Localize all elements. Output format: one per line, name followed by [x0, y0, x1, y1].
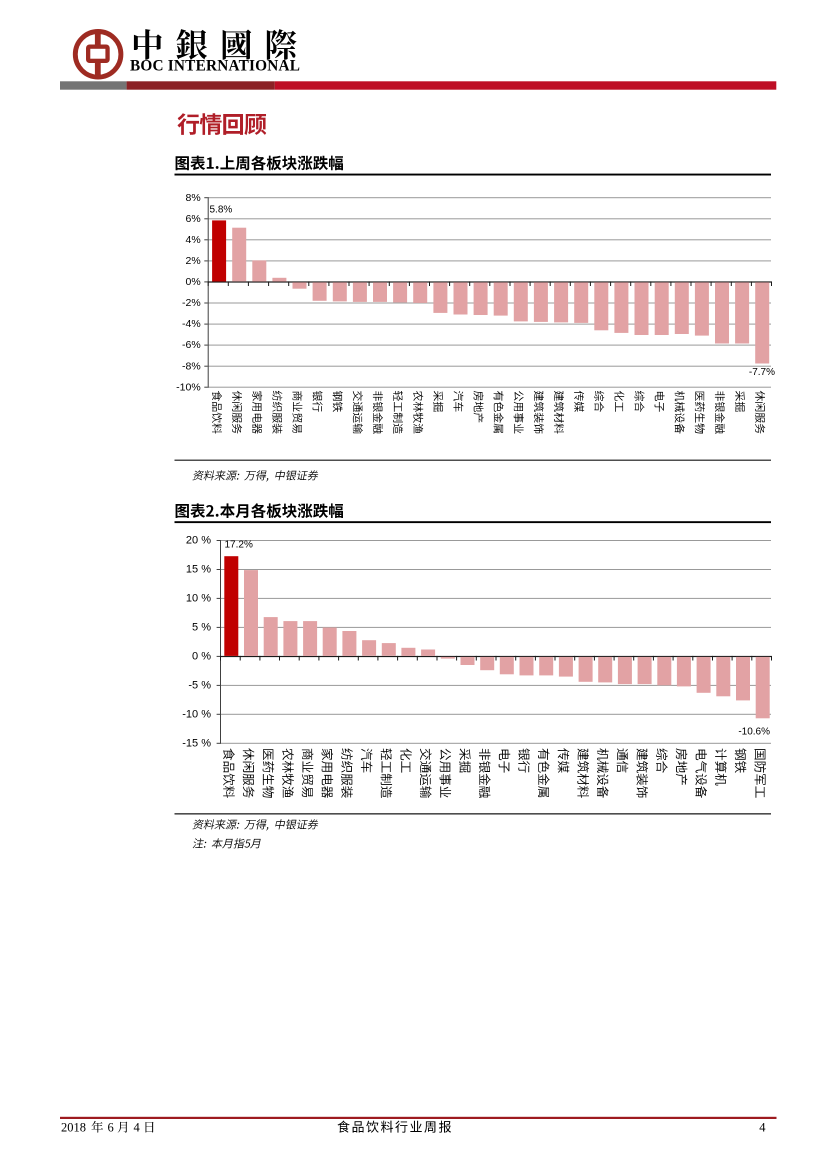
svg-text:2018: 2018 — [61, 1121, 86, 1135]
svg-text:5 %: 5 % — [192, 622, 211, 634]
svg-text:-15 %: -15 % — [182, 737, 211, 749]
svg-text:BOC INTERNATIONAL: BOC INTERNATIONAL — [130, 58, 300, 75]
svg-text:-10.6%: -10.6% — [738, 727, 770, 738]
svg-text:-10%: -10% — [176, 381, 201, 393]
svg-text:4: 4 — [134, 1121, 141, 1135]
svg-text:0 %: 0 % — [192, 651, 211, 663]
svg-text:-2%: -2% — [182, 297, 201, 309]
svg-text:-7.7%: -7.7% — [749, 367, 775, 378]
svg-text:-5 %: -5 % — [188, 680, 211, 692]
svg-text:6%: 6% — [186, 213, 201, 225]
svg-text:15 %: 15 % — [186, 564, 211, 576]
svg-text:20 %: 20 % — [186, 535, 211, 547]
svg-text:6: 6 — [108, 1121, 114, 1135]
svg-text:0%: 0% — [186, 276, 201, 288]
svg-text:4: 4 — [759, 1121, 766, 1135]
svg-text:-8%: -8% — [182, 360, 201, 372]
svg-text:17.2%: 17.2% — [225, 540, 253, 551]
svg-text:5.8%: 5.8% — [210, 205, 233, 216]
svg-text:-6%: -6% — [182, 339, 201, 351]
svg-text:-10 %: -10 % — [182, 708, 211, 720]
svg-text:10 %: 10 % — [186, 593, 211, 605]
svg-text:8%: 8% — [186, 192, 201, 204]
svg-text:4%: 4% — [186, 234, 201, 246]
svg-text:-4%: -4% — [182, 318, 201, 330]
svg-text:2%: 2% — [186, 255, 201, 267]
